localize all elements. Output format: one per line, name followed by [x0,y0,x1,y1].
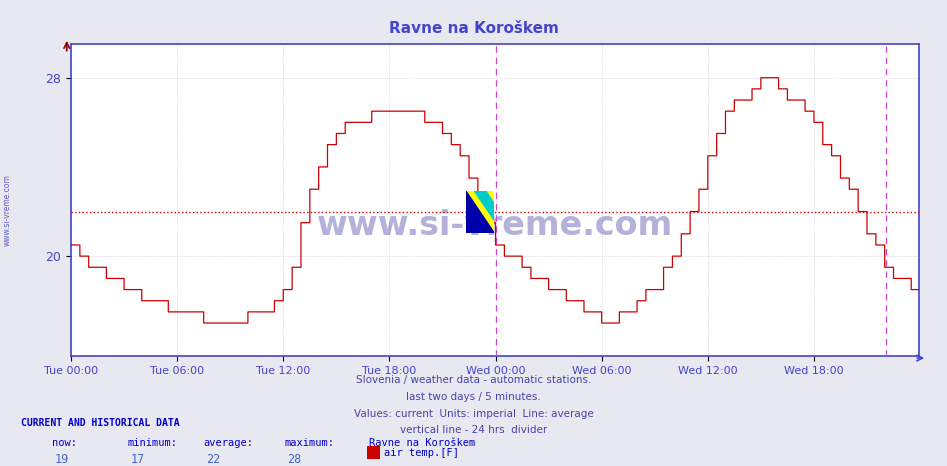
Text: www.si-vreme.com: www.si-vreme.com [3,174,12,246]
Text: average:: average: [204,438,254,448]
Text: last two days / 5 minutes.: last two days / 5 minutes. [406,392,541,402]
Text: Ravne na Koroškem: Ravne na Koroškem [388,21,559,36]
Text: 28: 28 [287,453,301,466]
Text: 19: 19 [55,453,69,466]
Text: 22: 22 [206,453,221,466]
Text: www.si-vreme.com: www.si-vreme.com [316,209,673,242]
Polygon shape [466,191,494,233]
Text: maximum:: maximum: [284,438,334,448]
Text: 17: 17 [131,453,145,466]
Text: Values: current  Units: imperial  Line: average: Values: current Units: imperial Line: av… [353,409,594,418]
Text: CURRENT AND HISTORICAL DATA: CURRENT AND HISTORICAL DATA [21,418,180,428]
Polygon shape [474,191,494,220]
Text: vertical line - 24 hrs  divider: vertical line - 24 hrs divider [400,425,547,435]
Text: Slovenia / weather data - automatic stations.: Slovenia / weather data - automatic stat… [356,375,591,385]
Polygon shape [466,191,494,233]
Text: air temp.[F]: air temp.[F] [384,448,459,458]
Text: minimum:: minimum: [128,438,178,448]
Text: Ravne na Koroškem: Ravne na Koroškem [369,438,475,448]
Text: now:: now: [52,438,77,448]
